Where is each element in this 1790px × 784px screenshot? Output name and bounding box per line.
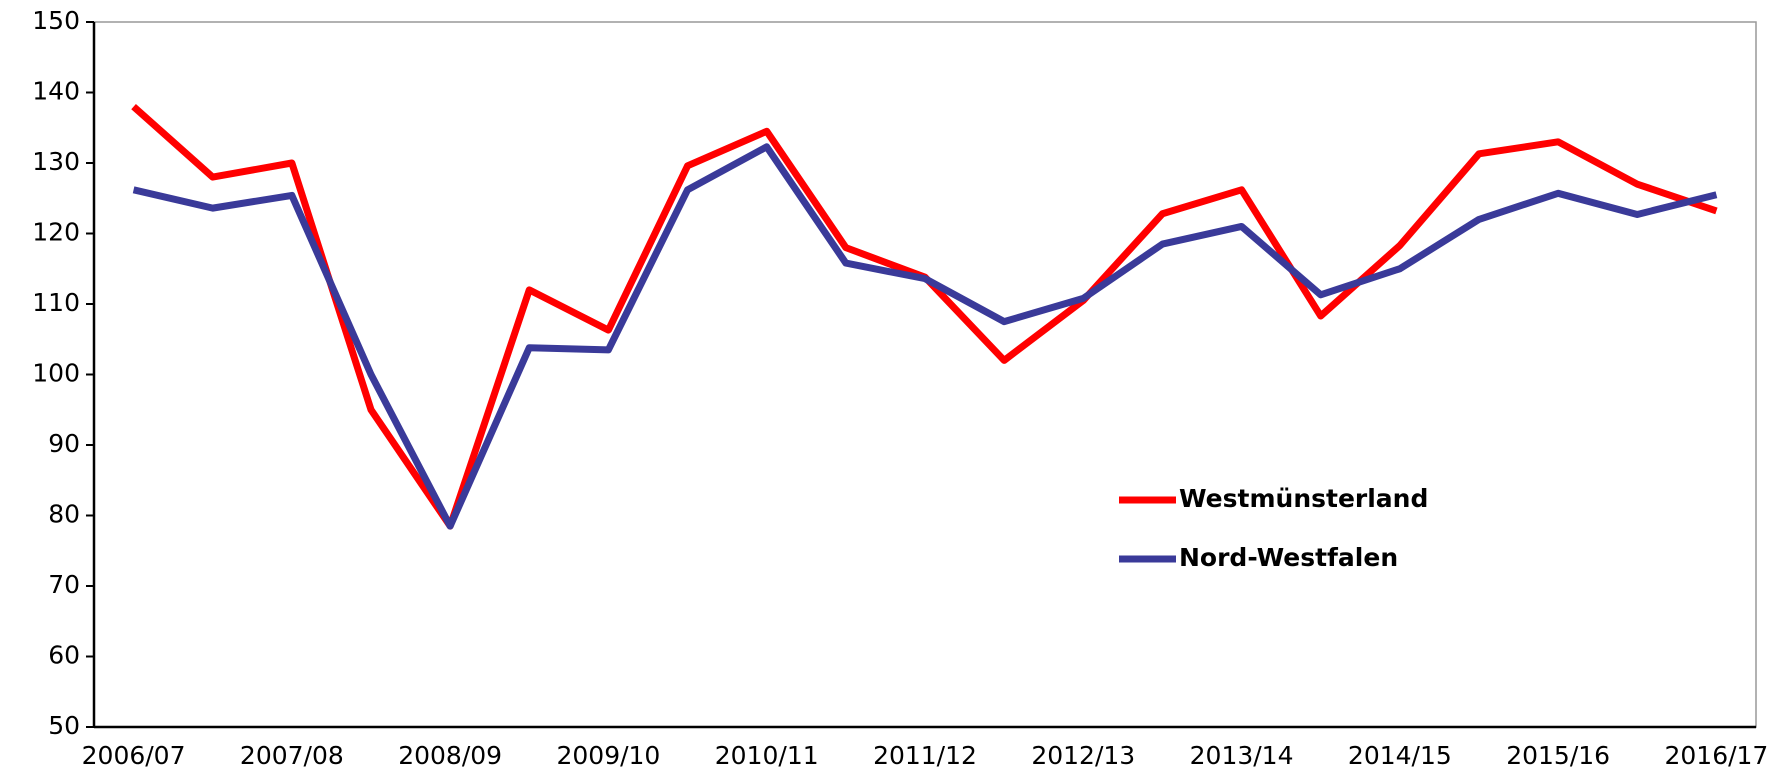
y-tick-label: 150 bbox=[32, 6, 80, 35]
x-tick-label: 2008/09 bbox=[398, 741, 502, 770]
plot-frame bbox=[93, 21, 1757, 728]
y-tick-label: 50 bbox=[48, 711, 80, 740]
x-tick-label: 2013/14 bbox=[1190, 741, 1294, 770]
legend-text: Westmünsterland bbox=[1179, 484, 1428, 513]
x-tick-label: 2014/15 bbox=[1348, 741, 1452, 770]
x-tick-label: 2010/11 bbox=[715, 741, 819, 770]
x-tick-label: 2011/12 bbox=[873, 741, 977, 770]
x-tick-label: 2012/13 bbox=[1031, 741, 1135, 770]
line-series bbox=[132, 143, 1718, 530]
x-tick-label: 2007/08 bbox=[240, 741, 344, 770]
y-tick-label: 110 bbox=[32, 288, 80, 317]
y-tick-label: 70 bbox=[48, 570, 80, 599]
legend-text: Nord-Westfalen bbox=[1179, 543, 1398, 572]
y-tick-label: 80 bbox=[48, 500, 80, 529]
y-tick-label: 120 bbox=[32, 218, 80, 247]
line-series bbox=[131, 103, 1718, 530]
y-tick-label: 130 bbox=[32, 147, 80, 176]
y-tick-label: 60 bbox=[48, 641, 80, 670]
x-tick-label: 2009/10 bbox=[556, 741, 660, 770]
x-tick-label: 2006/07 bbox=[82, 741, 186, 770]
x-tick-label: 2015/16 bbox=[1506, 741, 1610, 770]
x-tick-label: 2016/17 bbox=[1664, 741, 1768, 770]
y-tick-label: 140 bbox=[32, 77, 80, 106]
y-tick-label: 90 bbox=[48, 429, 80, 458]
y-tick-label: 100 bbox=[32, 359, 80, 388]
